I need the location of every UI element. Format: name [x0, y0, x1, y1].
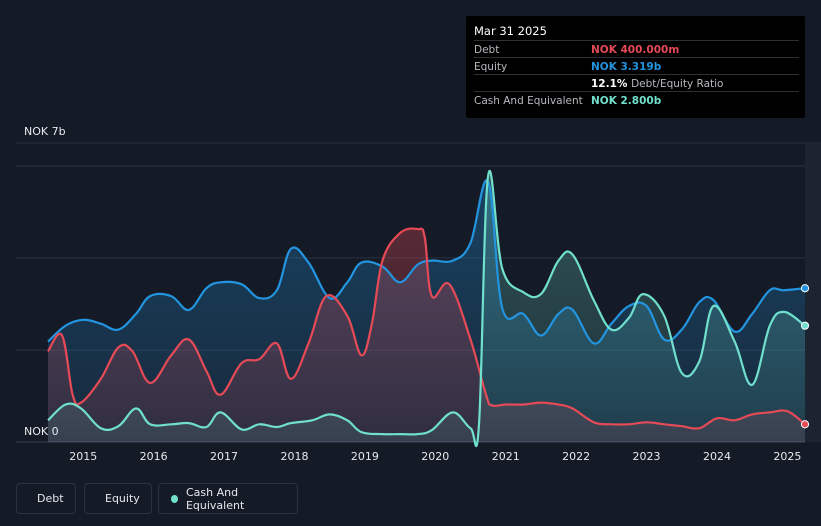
tooltip-ratio-value: 12.1% [591, 78, 628, 90]
cash-endpoint [800, 321, 810, 330]
x-tick-label: 2019 [350, 450, 379, 463]
y-axis-bottom-label: NOK 0 [24, 425, 59, 438]
x-tick-label: 2025 [773, 450, 802, 463]
tooltip-row-ratio: 12.1% Debt/Equity Ratio [474, 74, 799, 92]
series-endpoints [800, 284, 810, 429]
legend-item-debt[interactable]: Debt [16, 483, 76, 514]
future-region [805, 142, 821, 442]
tooltip-equity-value: NOK 3.319b [591, 61, 662, 73]
x-tick-label: 2016 [139, 450, 168, 463]
debt-endpoint [800, 420, 810, 429]
cash-area [48, 170, 805, 447]
tooltip-row-debt: Debt NOK 400.000m [474, 40, 799, 58]
debt-area [48, 228, 805, 442]
x-tick-label: 2023 [632, 450, 661, 463]
debt-line [47, 227, 806, 430]
tooltip-row-equity: Equity NOK 3.319b [474, 57, 799, 75]
tooltip-cash-label: Cash And Equivalent [474, 95, 583, 107]
tooltip-cash-value: NOK 2.800b [591, 95, 662, 107]
x-tick-label: 2024 [702, 450, 731, 463]
legend-item-cash[interactable]: Cash And Equivalent [158, 483, 298, 514]
x-tick-label: 2020 [421, 450, 450, 463]
legend-label-equity: Equity [105, 492, 140, 505]
series-areas [48, 170, 805, 447]
legend-item-equity[interactable]: Equity [84, 483, 152, 514]
cash-dot-icon [171, 494, 178, 503]
tooltip-equity-label: Equity [474, 61, 508, 73]
equity-endpoint [800, 284, 810, 293]
tooltip-debt-value: NOK 400.000m [591, 44, 680, 56]
tooltip-row-cash: Cash And Equivalent NOK 2.800b [474, 91, 799, 109]
y-axis-top-label: NOK 7b [24, 125, 66, 138]
x-tick-label: 2021 [491, 450, 520, 463]
equity-line [47, 179, 806, 345]
x-tick-label: 2015 [69, 450, 98, 463]
cash-line [47, 170, 806, 447]
x-tick-label: 2017 [210, 450, 239, 463]
tooltip-debt-label: Debt [474, 44, 500, 56]
tooltip: Mar 31 2025 Debt NOK 400.000m Equity NOK… [466, 16, 805, 118]
tooltip-date: Mar 31 2025 [474, 24, 547, 38]
legend-label-debt: Debt [37, 492, 64, 505]
series-lines [47, 170, 806, 447]
x-tick-label: 2022 [562, 450, 591, 463]
tooltip-ratio-label: Debt/Equity Ratio [631, 78, 724, 90]
legend-label-cash: Cash And Equivalent [185, 485, 245, 512]
tooltip-ratio: 12.1% Debt/Equity Ratio [591, 78, 723, 90]
x-tick-label: 2018 [280, 450, 309, 463]
